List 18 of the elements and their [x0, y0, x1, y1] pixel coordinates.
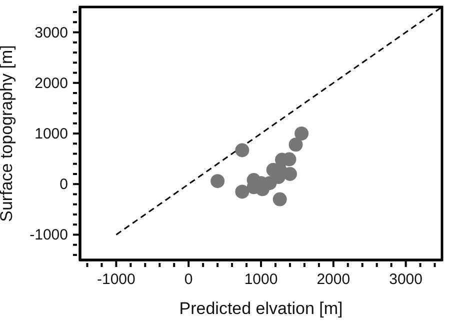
- y-tick-label: 1000: [34, 126, 68, 142]
- x-tick-label: 0: [184, 271, 193, 288]
- y-tick-label: 0: [60, 176, 68, 194]
- point: [288, 138, 303, 152]
- point: [235, 184, 250, 199]
- point: [210, 174, 225, 188]
- y-tick-label: -1000: [30, 226, 68, 244]
- point: [272, 192, 287, 206]
- x-tick-label: 1000: [244, 271, 278, 288]
- x-axis-title: Predicted elvation [m]: [179, 299, 343, 318]
- x-tick-label: -1000: [97, 271, 136, 288]
- y-axis-title: Surface topography [m]: [0, 45, 16, 222]
- y-tick-label: 3000: [34, 24, 68, 42]
- x-tick-label: 3000: [389, 271, 422, 288]
- point: [235, 143, 250, 158]
- y-tick-label: 2000: [34, 74, 68, 92]
- point: [294, 126, 309, 140]
- x-tick-label: 2000: [316, 271, 350, 288]
